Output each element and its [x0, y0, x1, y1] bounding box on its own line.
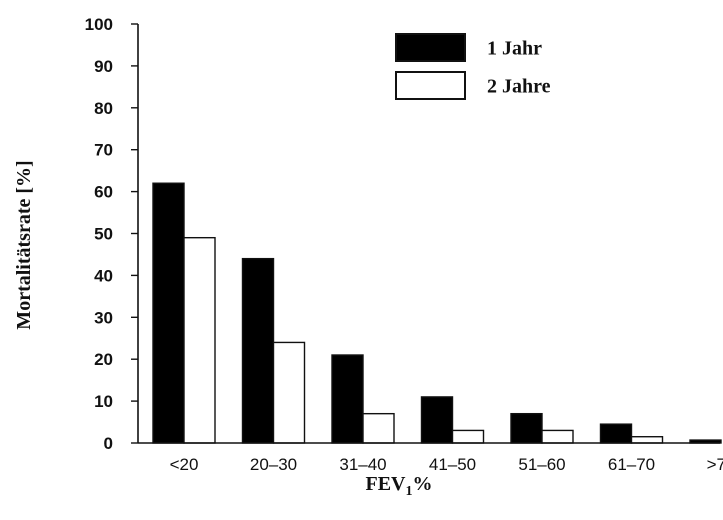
y-tick-label: 10	[94, 392, 113, 411]
bar-series-1	[510, 412, 543, 444]
x-axis-title-subscript: 1	[406, 484, 413, 499]
y-tick-label: 30	[94, 308, 113, 327]
x-axis-title: FEV1%	[366, 473, 433, 499]
legend-swatch	[395, 33, 466, 62]
x-tick-label: 20–30	[250, 455, 297, 474]
y-axis-title: Mortalitätsrate [%]	[13, 160, 35, 329]
legend: 1 Jahr 2 Jahre	[395, 33, 551, 100]
y-tick-label: 40	[94, 266, 113, 285]
bar-series-1	[152, 182, 185, 444]
x-tick-label: <20	[170, 455, 199, 474]
x-tick-label: >70	[707, 455, 723, 474]
bar-series-1	[599, 423, 633, 444]
x-tick-label: 61–70	[608, 455, 655, 474]
x-axis-title-main: FEV	[366, 473, 407, 495]
bar-series-2	[362, 412, 395, 444]
bar-series-1	[331, 354, 364, 444]
x-tick-label: 41–50	[429, 455, 476, 474]
y-tick-label: 90	[94, 57, 113, 76]
bar-series-2	[451, 429, 485, 444]
legend-label: 2 Jahre	[487, 76, 551, 98]
x-axis-title-suffix: %	[413, 473, 433, 495]
x-tick-label: 31–40	[339, 455, 386, 474]
legend-label: 1 Jahr	[487, 38, 542, 60]
y-tick-label: 60	[94, 183, 113, 202]
bar-series-1	[420, 396, 454, 444]
bars	[152, 182, 722, 444]
x-tick-label: 51–60	[518, 455, 565, 474]
y-tick-label: 70	[94, 141, 113, 160]
bar-series-2	[183, 236, 216, 444]
bar-series-2	[541, 429, 574, 444]
y-axis: 0 10 20 30 40 50 60 70 80 90 100	[85, 15, 139, 453]
legend-swatch	[395, 71, 466, 100]
y-tick-label: 50	[94, 225, 113, 244]
bar-series-2	[630, 436, 664, 444]
y-tick-label: 100	[85, 15, 113, 34]
bar-series-1	[241, 257, 275, 444]
x-axis: <20 20–30 31–40 41–50 51–60 61–70 >70	[138, 442, 723, 474]
y-tick-label: 0	[104, 434, 113, 453]
bar-series-2	[272, 341, 306, 444]
y-tick-label: 20	[94, 350, 113, 369]
y-tick-label: 80	[94, 99, 113, 118]
